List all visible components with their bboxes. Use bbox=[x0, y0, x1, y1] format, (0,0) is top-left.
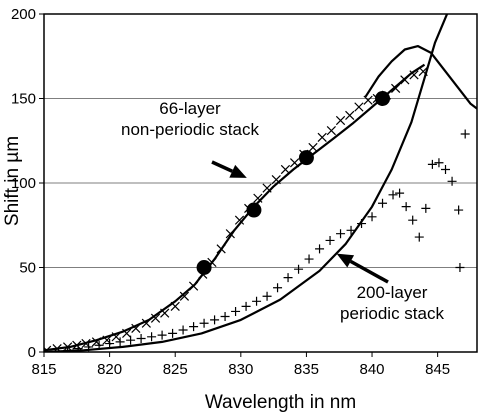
periodic-measured bbox=[63, 129, 470, 352]
plus-marker bbox=[262, 291, 272, 301]
plus-marker bbox=[414, 232, 424, 242]
plus-marker bbox=[178, 325, 188, 335]
circle-marker bbox=[196, 260, 212, 275]
periodic-arrow bbox=[336, 253, 389, 284]
y-axis-title: Shift in µm bbox=[2, 136, 23, 226]
periodic-arrow-head bbox=[336, 253, 355, 268]
plus-marker bbox=[189, 322, 199, 332]
plus-marker bbox=[395, 188, 405, 198]
x-tick-label: 820 bbox=[97, 361, 122, 378]
y-tick-label: 50 bbox=[19, 260, 36, 277]
y-tick-label: 200 bbox=[11, 6, 36, 23]
periodic-model bbox=[44, 14, 449, 352]
plus-marker bbox=[325, 235, 335, 245]
periodic-alt-curve bbox=[364, 44, 477, 110]
x-axis-title: Wavelength in nm bbox=[205, 392, 356, 413]
plus-marker bbox=[147, 332, 157, 342]
plus-marker bbox=[304, 254, 314, 264]
plus-marker bbox=[315, 244, 325, 254]
plus-marker bbox=[231, 306, 241, 316]
plus-marker bbox=[434, 158, 444, 168]
plus-marker bbox=[455, 263, 465, 272]
annotation-layer: 66-layer non-periodic stack 200-layer perio… bbox=[121, 99, 444, 323]
circle-marker bbox=[375, 91, 391, 106]
plus-marker bbox=[241, 301, 251, 311]
plus-marker bbox=[220, 312, 230, 322]
x-tick-label: 815 bbox=[31, 361, 56, 378]
plus-marker bbox=[447, 176, 457, 186]
nonperiodic-label-line: 66-layer bbox=[159, 99, 221, 118]
x-marker bbox=[308, 142, 318, 153]
periodic-label-line: 200-layer bbox=[357, 283, 428, 302]
plus-marker bbox=[336, 229, 346, 239]
nonperiodic-label: 66-layer non-periodic stack bbox=[121, 99, 259, 139]
plus-marker bbox=[115, 337, 125, 347]
plus-marker bbox=[210, 315, 220, 325]
plus-marker bbox=[441, 164, 451, 174]
x-tick-label: 840 bbox=[360, 361, 385, 378]
x-marker bbox=[326, 125, 336, 136]
plus-marker bbox=[378, 198, 388, 208]
plus-marker bbox=[294, 264, 304, 274]
plus-marker bbox=[252, 296, 262, 306]
x-marker bbox=[345, 110, 355, 121]
plus-marker bbox=[157, 330, 167, 340]
x-marker bbox=[280, 164, 291, 175]
plus-marker bbox=[421, 203, 431, 213]
plus-marker bbox=[401, 202, 411, 212]
plus-marker bbox=[136, 333, 146, 343]
periodic-label: 200-layer periodic stack bbox=[340, 283, 444, 323]
series-layer bbox=[44, 14, 477, 352]
nonperiodic-label-line: non-periodic stack bbox=[121, 120, 259, 139]
plus-marker bbox=[168, 328, 178, 338]
x-tick-label: 825 bbox=[163, 361, 188, 378]
x-marker bbox=[150, 313, 161, 323]
nonperiodic-arrow-shaft bbox=[211, 160, 233, 173]
plus-marker bbox=[460, 129, 470, 139]
plus-marker bbox=[454, 205, 464, 215]
nonperiodic-arrow-head bbox=[229, 164, 247, 178]
plus-marker bbox=[283, 273, 293, 283]
y-tick-label: 150 bbox=[11, 91, 36, 108]
plus-marker bbox=[388, 190, 398, 200]
x-marker bbox=[179, 291, 190, 301]
periodic-label-line: periodic stack bbox=[340, 304, 444, 323]
tick-marks bbox=[39, 13, 439, 357]
x-marker bbox=[317, 132, 327, 142]
x-tick-label: 835 bbox=[294, 361, 319, 378]
nonperiodic-key-points bbox=[196, 91, 391, 275]
periodic-alt-curve-line bbox=[364, 44, 477, 110]
plus-marker bbox=[199, 318, 209, 328]
plus-marker bbox=[126, 335, 136, 345]
nonperiodic-arrow bbox=[211, 160, 247, 178]
x-tick-label: 845 bbox=[425, 361, 450, 378]
plus-marker bbox=[427, 159, 437, 169]
x-tick-label: 830 bbox=[228, 361, 253, 378]
x-marker bbox=[363, 95, 373, 105]
tick-labels: 0 50 100 150 200 815 820 825 830 835 840 845 bbox=[11, 6, 450, 378]
periodic-arrow-shaft bbox=[349, 259, 389, 284]
gridlines bbox=[44, 98, 477, 268]
plus-marker bbox=[367, 212, 377, 222]
x-marker bbox=[234, 215, 245, 225]
periodic-model-line bbox=[44, 14, 449, 352]
circle-marker bbox=[298, 150, 314, 166]
circle-marker bbox=[246, 202, 262, 218]
x-marker bbox=[335, 115, 346, 126]
y-tick-label: 0 bbox=[28, 344, 36, 361]
plus-marker bbox=[105, 339, 115, 349]
plus-marker bbox=[273, 283, 283, 293]
plus-marker bbox=[408, 215, 418, 225]
y-tick-label: 100 bbox=[11, 175, 36, 192]
x-marker bbox=[354, 102, 364, 112]
periodic-outlier bbox=[455, 263, 465, 272]
